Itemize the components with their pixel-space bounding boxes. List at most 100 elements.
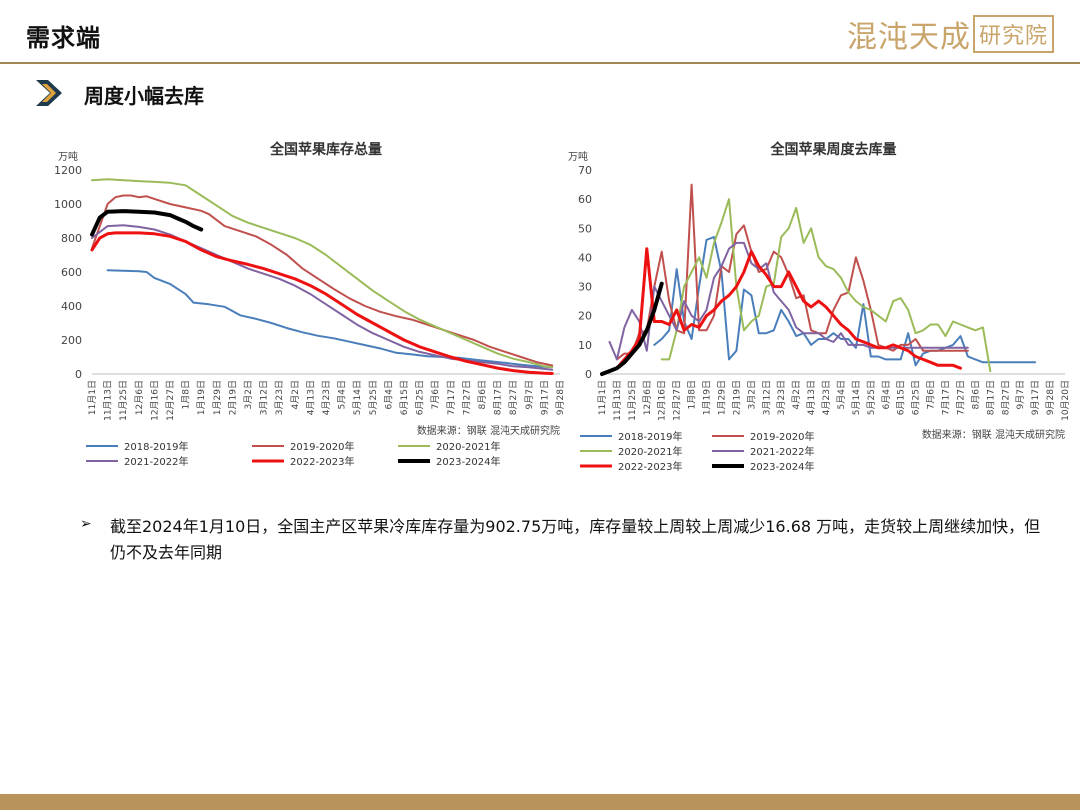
page-title: 需求端 bbox=[26, 24, 101, 52]
y-tick-label: 1200 bbox=[54, 164, 82, 177]
series-line bbox=[90, 209, 204, 237]
x-tick-label: 11月1日 bbox=[87, 380, 98, 415]
summary-text: 截至2024年1月10日，全国主产区苹果冷库库存量为902.75万吨，库存量较上… bbox=[110, 517, 1041, 562]
series-line bbox=[600, 247, 962, 376]
x-tick-label: 7月6日 bbox=[926, 380, 937, 409]
x-tick-label: 9月7日 bbox=[1015, 380, 1026, 409]
x-tick-label: 3月23日 bbox=[776, 380, 787, 415]
y-tick-label: 50 bbox=[578, 222, 592, 235]
x-tick-label: 8月6日 bbox=[477, 380, 488, 409]
x-tick-label: 3月2日 bbox=[746, 380, 757, 409]
x-tick-label: 12月16日 bbox=[657, 380, 668, 421]
y-tick-label: 200 bbox=[61, 334, 82, 347]
bullet-arrow-icon: ➢ bbox=[80, 516, 92, 532]
x-tick-label: 11月13日 bbox=[103, 380, 114, 421]
chart-title: 全国苹果周度去库量 bbox=[770, 141, 897, 158]
y-tick-label: 70 bbox=[578, 164, 592, 177]
legend-label: 2019-2020年 bbox=[290, 440, 355, 453]
x-tick-label: 7月6日 bbox=[430, 380, 441, 409]
y-tick-label: 800 bbox=[61, 232, 82, 245]
y-tick-label: 400 bbox=[61, 300, 82, 313]
x-tick-label: 5月25日 bbox=[866, 380, 877, 415]
x-tick-label: 1月19日 bbox=[196, 380, 207, 415]
legend-label: 2021-2022年 bbox=[124, 455, 189, 468]
x-tick-label: 2月19日 bbox=[731, 380, 742, 415]
x-tick-label: 5月25日 bbox=[368, 380, 379, 415]
y-tick-label: 0 bbox=[585, 368, 592, 381]
series-line bbox=[91, 224, 554, 371]
y-tick-label: 60 bbox=[578, 193, 592, 206]
x-tick-label: 12月16日 bbox=[149, 380, 160, 421]
x-tick-label: 6月4日 bbox=[383, 380, 394, 409]
x-tick-label: 8月17日 bbox=[985, 380, 996, 415]
legend-label: 2023-2024年 bbox=[750, 460, 815, 473]
chart-source: 数据来源：钢联 混沌天成研究院 bbox=[922, 428, 1065, 441]
x-tick-label: 12月6日 bbox=[642, 380, 653, 415]
series-line bbox=[106, 269, 554, 369]
series-line bbox=[91, 178, 554, 369]
x-tick-label: 5月14日 bbox=[352, 380, 363, 415]
x-tick-label: 6月15日 bbox=[896, 380, 907, 415]
x-tick-label: 4月13日 bbox=[305, 380, 316, 415]
legend-label: 2020-2021年 bbox=[618, 445, 683, 458]
x-tick-label: 7月17日 bbox=[941, 380, 952, 415]
x-tick-label: 5月4日 bbox=[836, 380, 847, 409]
x-tick-label: 7月17日 bbox=[446, 380, 457, 415]
x-tick-label: 9月17日 bbox=[539, 380, 550, 415]
x-tick-label: 8月27日 bbox=[1000, 380, 1011, 415]
x-tick-label: 4月2日 bbox=[791, 380, 802, 409]
chart-source: 数据来源：钢联 混沌天成研究院 bbox=[417, 424, 560, 437]
x-tick-label: 9月28日 bbox=[555, 380, 566, 415]
x-tick-label: 6月25日 bbox=[415, 380, 426, 415]
x-tick-label: 6月15日 bbox=[399, 380, 410, 415]
x-tick-label: 2月19日 bbox=[227, 380, 238, 415]
x-tick-label: 1月8日 bbox=[181, 380, 192, 409]
x-tick-label: 11月13日 bbox=[612, 380, 623, 421]
brand-name: 混沌天成 bbox=[846, 20, 971, 55]
y-tick-label: 10 bbox=[578, 339, 592, 352]
legend-label: 2018-2019年 bbox=[124, 440, 189, 453]
series-line bbox=[615, 183, 969, 361]
legend-label: 2023-2024年 bbox=[436, 455, 501, 468]
x-tick-label: 8月27日 bbox=[508, 380, 519, 415]
x-tick-label: 6月25日 bbox=[911, 380, 922, 415]
x-tick-label: 1月29日 bbox=[716, 380, 727, 415]
x-tick-label: 8月6日 bbox=[970, 380, 981, 409]
brand-subtitle: 研究院 bbox=[972, 15, 1054, 53]
x-tick-label: 1月29日 bbox=[212, 380, 223, 415]
x-tick-label: 5月4日 bbox=[337, 380, 348, 409]
y-axis-unit: 万吨 bbox=[568, 150, 588, 163]
legend-label: 2022-2023年 bbox=[618, 460, 683, 473]
legend-label: 2021-2022年 bbox=[750, 445, 815, 458]
legend-label: 2022-2023年 bbox=[290, 455, 355, 468]
y-tick-label: 40 bbox=[578, 251, 592, 264]
x-tick-label: 7月27日 bbox=[955, 380, 966, 415]
series-line bbox=[608, 241, 969, 361]
series-line bbox=[660, 198, 992, 373]
legend-label: 2018-2019年 bbox=[618, 430, 683, 443]
x-tick-label: 12月6日 bbox=[134, 380, 145, 415]
x-tick-label: 11月1日 bbox=[597, 380, 608, 415]
x-tick-label: 12月27日 bbox=[165, 380, 176, 421]
x-tick-label: 3月2日 bbox=[243, 380, 254, 409]
x-tick-label: 11月25日 bbox=[118, 380, 129, 421]
section-title: 周度小幅去库 bbox=[84, 84, 204, 108]
y-tick-label: 0 bbox=[75, 368, 82, 381]
y-tick-label: 20 bbox=[578, 310, 592, 323]
x-tick-label: 6月4日 bbox=[881, 380, 892, 409]
x-tick-label: 4月2日 bbox=[290, 380, 301, 409]
x-tick-label: 12月27日 bbox=[672, 380, 683, 421]
x-tick-label: 3月23日 bbox=[274, 380, 285, 415]
x-tick-label: 7月27日 bbox=[461, 380, 472, 415]
x-tick-label: 3月12日 bbox=[761, 380, 772, 415]
x-tick-label: 9月7日 bbox=[524, 380, 535, 409]
chart-title: 全国苹果库存总量 bbox=[269, 141, 382, 158]
chevron-right-icon bbox=[36, 80, 62, 106]
x-tick-label: 8月17日 bbox=[493, 380, 504, 415]
legend-label: 2019-2020年 bbox=[750, 430, 815, 443]
brand-logo: 混沌天成 研究院 bbox=[847, 10, 1054, 58]
header-divider bbox=[0, 62, 1080, 64]
x-tick-label: 3月12日 bbox=[259, 380, 270, 415]
footer-bar bbox=[0, 794, 1080, 810]
